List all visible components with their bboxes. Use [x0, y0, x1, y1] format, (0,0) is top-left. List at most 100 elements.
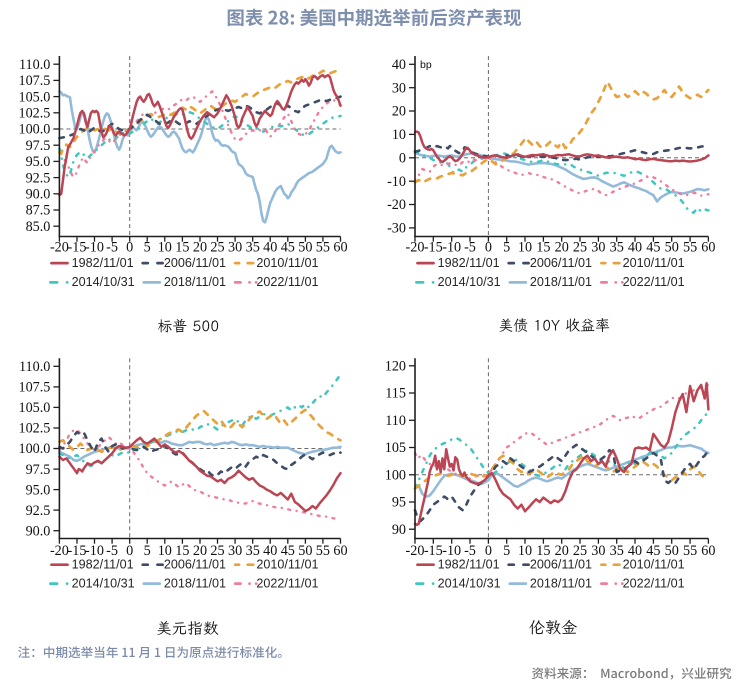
svg-text:85.0: 85.0 [26, 219, 51, 235]
svg-text:60: 60 [333, 239, 347, 255]
svg-text:115: 115 [385, 386, 406, 402]
svg-text:55: 55 [683, 543, 697, 559]
svg-text:-20: -20 [387, 197, 406, 213]
svg-text:95.0: 95.0 [26, 154, 51, 170]
svg-text:40: 40 [263, 239, 277, 255]
svg-text:120: 120 [385, 359, 406, 375]
svg-text:55: 55 [683, 239, 697, 255]
svg-text:2006/11/01: 2006/11/01 [164, 557, 226, 571]
svg-text:100.0: 100.0 [18, 441, 50, 457]
svg-text:2014/10/31: 2014/10/31 [72, 275, 135, 289]
svg-text:15: 15 [536, 239, 550, 255]
svg-text:-5: -5 [464, 543, 476, 559]
svg-text:30: 30 [591, 239, 605, 255]
svg-text:50: 50 [298, 239, 312, 255]
svg-text:15: 15 [175, 543, 189, 559]
svg-text:20: 20 [193, 543, 207, 559]
svg-text:60: 60 [701, 543, 715, 559]
svg-text:30: 30 [228, 543, 242, 559]
svg-text:2010/11/01: 2010/11/01 [623, 256, 685, 270]
svg-text:-10: -10 [85, 239, 104, 255]
svg-text:2018/11/01: 2018/11/01 [530, 275, 592, 289]
svg-text:60: 60 [701, 239, 715, 255]
svg-text:1982/11/01: 1982/11/01 [72, 557, 134, 571]
svg-text:0: 0 [485, 239, 492, 255]
svg-text:0: 0 [399, 151, 406, 167]
svg-text:-10: -10 [85, 543, 104, 559]
svg-text:110.0: 110.0 [19, 57, 50, 73]
svg-text:2014/10/31: 2014/10/31 [72, 576, 135, 590]
svg-text:20: 20 [193, 239, 207, 255]
svg-text:2018/11/01: 2018/11/01 [530, 576, 592, 590]
svg-text:105.0: 105.0 [18, 89, 50, 105]
svg-text:97.5: 97.5 [26, 462, 51, 478]
svg-text:bp: bp [420, 59, 432, 71]
svg-text:-20: -20 [406, 239, 425, 255]
svg-text:105.0: 105.0 [18, 400, 50, 416]
svg-text:-20: -20 [50, 239, 69, 255]
svg-text:2014/10/31: 2014/10/31 [438, 576, 501, 590]
svg-text:90.0: 90.0 [26, 523, 51, 539]
svg-text:0: 0 [126, 543, 133, 559]
svg-text:2006/11/01: 2006/11/01 [530, 256, 592, 270]
svg-text:10: 10 [158, 543, 172, 559]
svg-text:2010/11/01: 2010/11/01 [256, 557, 318, 571]
svg-text:92.5: 92.5 [26, 170, 51, 186]
svg-text:105: 105 [385, 440, 406, 456]
svg-text:25: 25 [573, 543, 587, 559]
svg-text:2022/11/01: 2022/11/01 [623, 275, 685, 289]
svg-text:107.5: 107.5 [18, 380, 50, 396]
svg-text:0: 0 [126, 239, 133, 255]
svg-text:102.5: 102.5 [18, 106, 50, 122]
svg-text:2010/11/01: 2010/11/01 [623, 557, 685, 571]
svg-text:40: 40 [392, 57, 406, 73]
svg-text:2018/11/01: 2018/11/01 [164, 275, 226, 289]
svg-text:30: 30 [228, 239, 242, 255]
svg-text:95.0: 95.0 [26, 482, 51, 498]
svg-text:2022/11/01: 2022/11/01 [256, 576, 318, 590]
svg-text:-15: -15 [68, 239, 87, 255]
svg-text:55: 55 [316, 543, 330, 559]
svg-text:35: 35 [610, 543, 624, 559]
svg-text:10: 10 [518, 239, 532, 255]
svg-text:35: 35 [246, 543, 260, 559]
svg-text:-10: -10 [442, 239, 461, 255]
svg-text:50: 50 [665, 239, 679, 255]
svg-text:95: 95 [392, 495, 406, 511]
svg-text:-30: -30 [387, 221, 406, 237]
svg-text:-20: -20 [50, 543, 69, 559]
svg-text:5: 5 [144, 239, 151, 255]
svg-text:15: 15 [175, 239, 189, 255]
svg-text:25: 25 [573, 239, 587, 255]
svg-text:100: 100 [385, 468, 406, 484]
svg-text:45: 45 [281, 543, 295, 559]
svg-text:35: 35 [246, 239, 260, 255]
svg-text:60: 60 [333, 543, 347, 559]
svg-text:-10: -10 [387, 174, 406, 190]
svg-text:50: 50 [298, 543, 312, 559]
svg-text:2006/11/01: 2006/11/01 [530, 557, 592, 571]
svg-text:40: 40 [628, 239, 642, 255]
svg-text:2022/11/01: 2022/11/01 [256, 275, 318, 289]
svg-text:-15: -15 [68, 543, 87, 559]
svg-text:0: 0 [485, 543, 492, 559]
svg-text:-5: -5 [106, 239, 118, 255]
svg-text:10: 10 [518, 543, 532, 559]
svg-text:110: 110 [385, 413, 406, 429]
svg-text:5: 5 [503, 543, 510, 559]
svg-text:90: 90 [392, 522, 406, 538]
svg-text:2018/11/01: 2018/11/01 [164, 576, 226, 590]
svg-text:45: 45 [646, 239, 660, 255]
svg-text:5: 5 [503, 239, 510, 255]
svg-text:1982/11/01: 1982/11/01 [438, 256, 500, 270]
svg-text:102.5: 102.5 [18, 421, 50, 437]
svg-text:45: 45 [281, 239, 295, 255]
svg-text:90.0: 90.0 [26, 187, 51, 203]
svg-text:45: 45 [646, 543, 660, 559]
svg-text:92.5: 92.5 [26, 503, 51, 519]
svg-text:-5: -5 [464, 239, 476, 255]
svg-text:87.5: 87.5 [26, 203, 51, 219]
svg-text:1982/11/01: 1982/11/01 [72, 256, 134, 270]
svg-text:110.0: 110.0 [19, 359, 50, 375]
svg-text:15: 15 [536, 543, 550, 559]
